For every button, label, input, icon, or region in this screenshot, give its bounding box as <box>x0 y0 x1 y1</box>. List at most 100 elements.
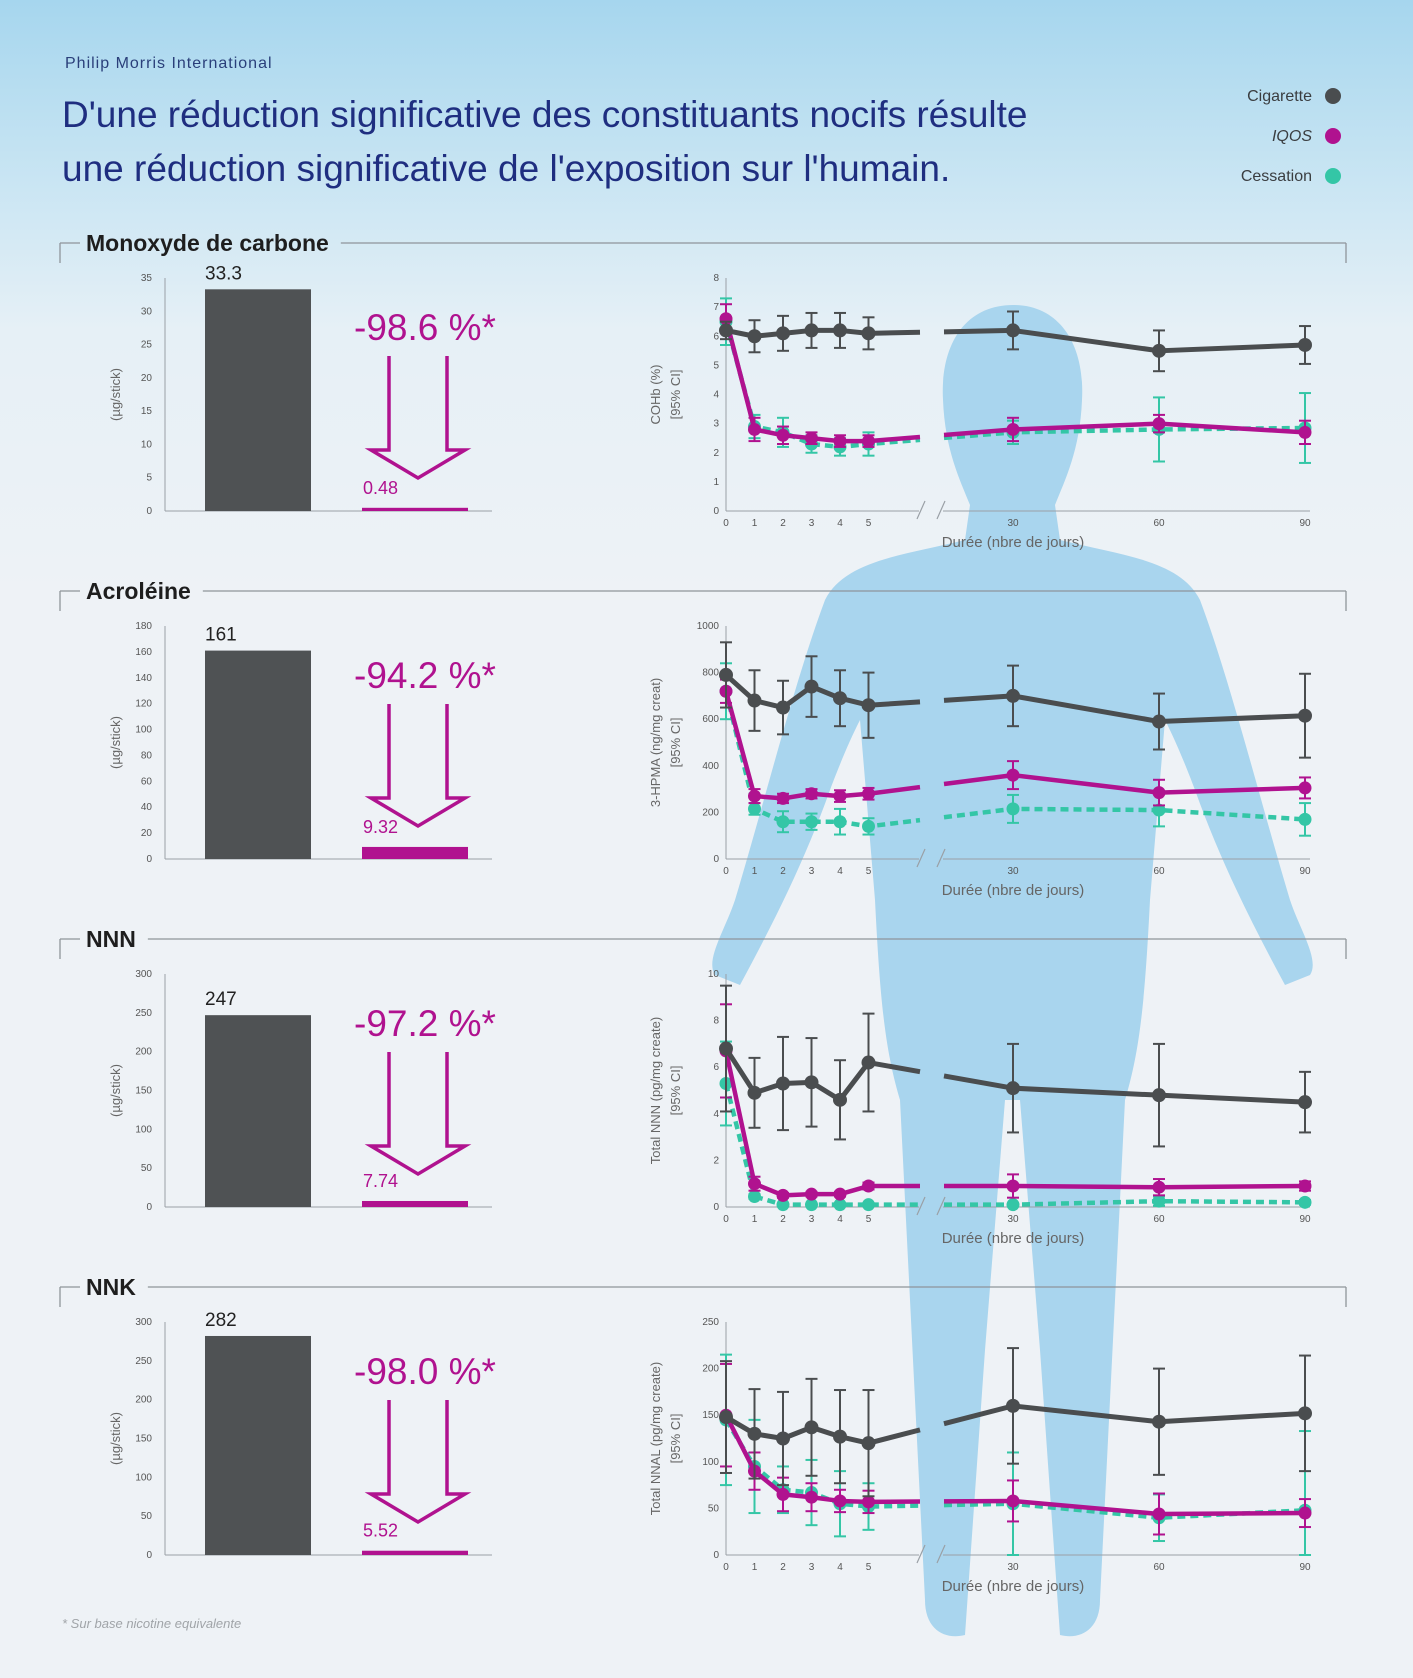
bar-y-tick-label: 10 <box>141 439 153 450</box>
data-point <box>1152 714 1166 729</box>
bar-y-axis-label: (µg/stick) <box>108 1412 123 1465</box>
down-arrow-icon <box>364 1052 472 1177</box>
bar-cigarette <box>205 650 311 859</box>
line-y-tick-label: 5 <box>713 360 719 371</box>
data-point <box>805 431 818 445</box>
legend-dot-cigarette <box>1325 88 1341 104</box>
line-y-axis-label: [95% CI] <box>668 1414 683 1464</box>
line-x-tick-label: 1 <box>752 866 758 877</box>
line-x-tick-label: 30 <box>1007 518 1019 529</box>
data-point <box>776 1487 790 1501</box>
bar-y-tick-label: 300 <box>135 969 152 980</box>
line-x-tick-label: 60 <box>1153 1562 1165 1573</box>
data-point <box>1298 781 1312 795</box>
bar-y-tick-label: 60 <box>141 776 153 787</box>
bar-y-tick-label: 140 <box>135 673 152 684</box>
data-point <box>862 1495 875 1509</box>
data-point <box>776 1198 790 1212</box>
data-point <box>1298 425 1312 439</box>
data-point <box>833 1092 847 1107</box>
series-line <box>943 1498 1306 1517</box>
data-point <box>1152 803 1166 817</box>
bar-y-tick-label: 30 <box>141 306 153 317</box>
series-line <box>943 1403 1306 1427</box>
data-point <box>747 693 762 708</box>
bar-y-tick-label: 200 <box>135 1395 152 1406</box>
data-point <box>804 1075 819 1090</box>
section-title: NNN <box>86 926 136 952</box>
data-point <box>804 323 819 338</box>
legend-dot-iqos <box>1325 128 1341 144</box>
data-point <box>1152 1507 1166 1521</box>
line-x-tick-label: 60 <box>1153 866 1165 877</box>
line-x-tick-label: 3 <box>809 518 815 529</box>
line-y-tick-label: 200 <box>702 1364 719 1375</box>
data-point <box>719 1041 733 1056</box>
line-y-tick-label: 1 <box>713 477 719 488</box>
bar-y-tick-label: 0 <box>146 1202 152 1213</box>
line-y-tick-label: 0 <box>713 1202 719 1213</box>
line-y-tick-label: 400 <box>702 761 719 772</box>
line-x-axis-label: Durée (nbre de jours) <box>942 1578 1085 1595</box>
data-point <box>805 1187 818 1201</box>
bar-y-tick-label: 40 <box>141 802 153 813</box>
axis-break-mark <box>916 500 926 520</box>
line-y-tick-label: 150 <box>702 1410 719 1421</box>
line-y-tick-label: 0 <box>713 854 719 865</box>
line-y-tick-label: 3 <box>713 419 719 430</box>
data-point <box>861 1436 876 1451</box>
data-point <box>1152 417 1166 431</box>
line-y-tick-label: 8 <box>713 273 719 284</box>
line-x-tick-label: 0 <box>723 1214 729 1225</box>
data-point <box>1006 1398 1020 1413</box>
series-line <box>944 1183 1306 1190</box>
bar-cigarette <box>205 1335 311 1555</box>
data-point <box>1298 812 1312 826</box>
bar-iqos <box>362 1550 468 1555</box>
bar-y-tick-label: 0 <box>146 854 152 865</box>
legend-label-iqos: IQOS <box>1272 128 1312 145</box>
data-point <box>1006 1179 1020 1193</box>
line-y-axis-label: [95% CI] <box>668 370 683 420</box>
line-y-tick-label: 0 <box>713 1550 719 1561</box>
bar-value-label: 0.48 <box>363 478 398 498</box>
data-point <box>1006 1198 1020 1212</box>
line-y-tick-label: 6 <box>713 331 719 342</box>
data-point <box>1006 802 1020 816</box>
line-y-axis-label: Total NNAL (pg/mg create) <box>648 1362 663 1515</box>
data-point <box>805 815 818 829</box>
data-point <box>776 428 790 442</box>
bar-y-tick-label: 160 <box>135 647 152 658</box>
series-line <box>943 693 1306 725</box>
bar-y-tick-label: 80 <box>141 750 153 761</box>
data-point <box>1152 1414 1166 1429</box>
bar-y-tick-label: 35 <box>141 273 153 284</box>
bar-y-tick-label: 15 <box>141 406 153 417</box>
bar-value-label: 7.74 <box>363 1171 398 1191</box>
line-x-tick-label: 90 <box>1299 1562 1311 1573</box>
data-point <box>861 698 876 713</box>
line-x-tick-label: 1 <box>752 1562 758 1573</box>
line-y-tick-label: 2 <box>713 1155 719 1166</box>
bar-y-axis-label: (µg/stick) <box>108 716 123 769</box>
line-y-tick-label: 8 <box>713 1016 719 1027</box>
series-cigarette <box>719 984 1312 1148</box>
down-arrow-icon <box>364 356 472 481</box>
line-x-tick-label: 1 <box>752 518 758 529</box>
data-point <box>1298 337 1312 352</box>
line-x-tick-label: 60 <box>1153 1214 1165 1225</box>
bar-y-tick-label: 200 <box>135 1047 152 1058</box>
bar-value-label: 247 <box>205 989 237 1010</box>
series-line <box>943 327 1306 354</box>
series-line <box>943 806 1306 822</box>
line-y-axis-label: [95% CI] <box>668 1066 683 1116</box>
line-y-tick-label: 100 <box>702 1457 719 1468</box>
bar-y-tick-label: 100 <box>135 725 152 736</box>
data-point <box>862 819 875 833</box>
bar-cigarette <box>205 1015 311 1207</box>
data-point <box>833 1187 847 1201</box>
line-x-tick-label: 5 <box>866 1214 872 1225</box>
line-x-tick-label: 2 <box>780 1562 786 1573</box>
bar-y-tick-label: 150 <box>135 1086 152 1097</box>
line-y-tick-label: 7 <box>713 302 719 313</box>
